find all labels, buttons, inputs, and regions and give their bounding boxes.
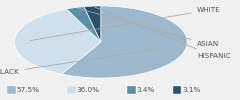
Text: WHITE: WHITE [30, 7, 221, 41]
Wedge shape [62, 6, 187, 78]
Text: 3.4%: 3.4% [136, 87, 155, 93]
Text: 36.0%: 36.0% [76, 87, 99, 93]
FancyBboxPatch shape [173, 86, 181, 94]
FancyBboxPatch shape [127, 86, 136, 94]
FancyBboxPatch shape [7, 86, 16, 94]
Text: 3.1%: 3.1% [182, 87, 200, 93]
Wedge shape [84, 6, 101, 42]
FancyBboxPatch shape [67, 86, 76, 94]
Wedge shape [66, 7, 101, 42]
Text: 57.5%: 57.5% [16, 87, 39, 93]
Text: ASIAN: ASIAN [78, 8, 219, 47]
Text: BLACK: BLACK [0, 49, 161, 75]
Text: HISPANIC: HISPANIC [95, 7, 231, 59]
Wedge shape [14, 9, 101, 74]
